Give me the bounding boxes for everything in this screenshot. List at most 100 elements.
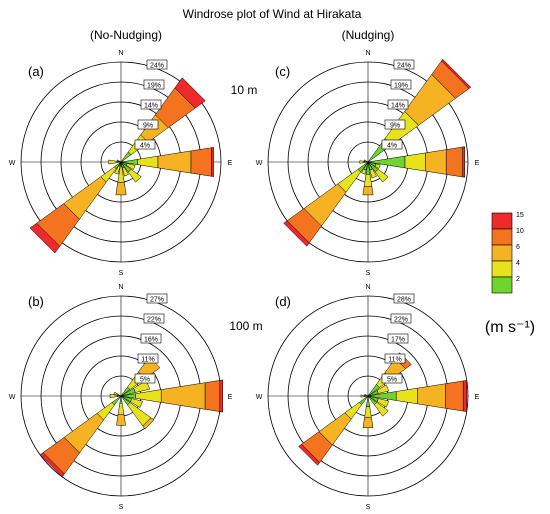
ring-label: 14% <box>144 103 158 110</box>
petal <box>120 77 206 163</box>
height-label-100m: 100 m <box>229 319 262 333</box>
ring-label-box <box>387 99 409 110</box>
ring-label-box <box>390 313 412 324</box>
panel-label: (b) <box>28 294 44 309</box>
petal-segment <box>359 160 365 164</box>
petal <box>113 391 122 397</box>
ring-label: 5% <box>140 377 150 384</box>
ring-label-box <box>393 293 415 304</box>
petal <box>367 146 465 178</box>
petal <box>283 161 369 247</box>
petal <box>367 380 468 412</box>
petal <box>116 395 126 426</box>
ring-label-box <box>381 373 403 384</box>
petal <box>362 395 374 428</box>
petal-segment <box>39 452 65 478</box>
petal <box>367 161 381 169</box>
colorbar-tick: 10 <box>516 228 524 235</box>
windrose-panel: 4% 9% 14% 19% 24% N E S W (c) <box>256 50 480 277</box>
colorbar-tick: 6 <box>516 244 520 251</box>
petal <box>120 395 155 430</box>
petal <box>298 395 369 466</box>
ring-label-box <box>390 79 412 90</box>
compass-e: E <box>228 394 233 401</box>
compass-n: N <box>118 284 123 291</box>
windrose-panel: 5% 11% 17% 22% 28% N E S W (d) <box>256 284 480 511</box>
column-title-nudging: (Nudging) <box>342 28 395 42</box>
petal-segment <box>369 168 378 179</box>
petal <box>364 393 369 397</box>
compass-n: N <box>118 50 123 57</box>
petal <box>120 161 142 183</box>
petal-segment <box>127 168 142 183</box>
compass-s: S <box>366 504 371 511</box>
petal <box>367 395 389 417</box>
ring-label-box <box>134 373 156 384</box>
petal <box>115 161 127 196</box>
petal-segment <box>219 379 223 413</box>
petal-segment <box>417 383 446 409</box>
compass-e: E <box>475 394 480 401</box>
ring-label: 28% <box>397 297 411 304</box>
ring-label: 9% <box>390 123 400 130</box>
compass-w: W <box>9 394 16 401</box>
colorbar-unit: (m s⁻¹) <box>485 319 535 336</box>
compass-s: S <box>119 504 124 511</box>
colorbar-swatch <box>491 260 513 278</box>
colorbar-tick: 2 <box>516 276 520 283</box>
panel-label: (c) <box>275 64 290 79</box>
petal-segment <box>117 403 125 415</box>
ring-label: 9% <box>143 123 153 130</box>
petal-segment <box>114 165 121 175</box>
petal-segment <box>404 152 426 172</box>
windrose-panels: 4% 9% 14% 19% 24% N E S W (a) 5% 11% 16% 22% 27% N E S W (b… <box>9 50 480 511</box>
ring-label: 19% <box>394 83 408 90</box>
ring-label-box <box>137 119 159 130</box>
ring-label: 19% <box>147 83 161 90</box>
figure-title: Windrose plot of Wind at Hirakata <box>183 7 362 21</box>
ring-label-box <box>387 333 409 344</box>
petal <box>367 395 390 408</box>
panel-label: (a) <box>28 64 44 79</box>
petal-segment <box>441 58 472 89</box>
petal-segment <box>160 382 206 410</box>
petal <box>29 161 122 254</box>
petal-segment <box>373 401 389 417</box>
height-label-10m: 10 m <box>231 83 258 97</box>
colorbar-tick: 15 <box>516 212 524 219</box>
ring-label: 5% <box>387 377 397 384</box>
colorbar-swatch <box>491 212 513 230</box>
ring-label: 22% <box>394 317 408 324</box>
petal-segment <box>374 163 381 169</box>
compass-w: W <box>256 394 263 401</box>
ring-label-box <box>137 353 159 364</box>
ring-label-box <box>134 139 156 150</box>
petal <box>120 146 214 178</box>
petal-segment <box>364 406 372 418</box>
ring-label: 4% <box>387 143 397 150</box>
ring-label: 24% <box>397 63 411 70</box>
petal <box>120 379 223 413</box>
compass-e: E <box>475 160 480 167</box>
petal <box>361 161 369 175</box>
compass-w: W <box>9 160 16 167</box>
petal <box>362 161 374 196</box>
ring-label: 17% <box>391 337 405 344</box>
petal-segment <box>462 146 465 178</box>
ring-label: 27% <box>150 297 164 304</box>
windrose-panel: 5% 11% 16% 22% 27% N E S W (b) <box>9 284 233 511</box>
ring-label: 22% <box>147 317 161 324</box>
ring-label-box <box>384 353 406 364</box>
petal-segment <box>425 149 447 175</box>
column-title-no-nudging: (No-Nudging) <box>90 28 162 42</box>
petal-segment <box>462 380 468 412</box>
petal-segment <box>363 174 373 187</box>
compass-s: S <box>119 270 124 277</box>
petal-segment <box>125 163 136 170</box>
compass-w: W <box>256 160 263 167</box>
petal-segment <box>211 146 214 178</box>
petal-segment <box>29 222 61 254</box>
panel-label: (d) <box>275 294 291 309</box>
petal-segment <box>157 150 192 174</box>
